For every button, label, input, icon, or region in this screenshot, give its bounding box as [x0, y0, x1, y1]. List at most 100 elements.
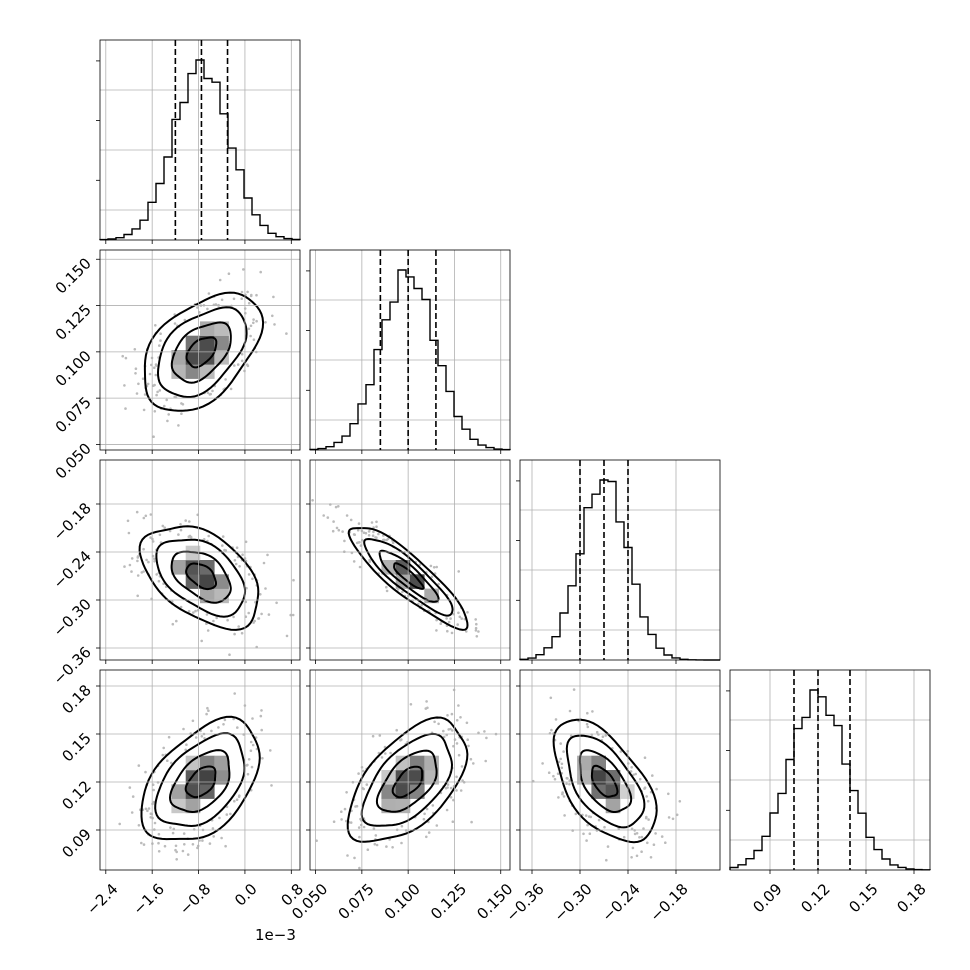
- sample-point: [130, 811, 134, 814]
- sample-point: [291, 613, 295, 617]
- sample-point: [425, 807, 429, 811]
- sample-point: [180, 412, 183, 416]
- sample-point: [422, 817, 426, 821]
- contour-level-1: [578, 749, 633, 813]
- sample-point: [174, 844, 178, 848]
- sample-point: [187, 535, 191, 538]
- sample-point: [134, 372, 137, 375]
- sample-point: [147, 560, 150, 564]
- sample-point: [191, 843, 195, 846]
- sample-point: [148, 372, 152, 376]
- sample-point: [210, 729, 213, 733]
- sample-point: [370, 521, 374, 524]
- sample-point: [458, 615, 462, 619]
- sample-point: [442, 735, 446, 739]
- sample-point: [183, 318, 187, 322]
- sample-point: [163, 404, 166, 408]
- sample-point: [157, 579, 161, 583]
- sample-point: [246, 363, 249, 367]
- sample-point: [206, 391, 210, 395]
- sample-point: [152, 435, 155, 439]
- sample-point: [643, 787, 646, 790]
- joint-panel-3-0-frame: [99, 669, 301, 871]
- sample-point: [142, 843, 146, 846]
- sample-point: [459, 789, 463, 792]
- sample-point: [257, 617, 261, 620]
- sample-point: [635, 854, 639, 858]
- sample-point: [425, 835, 428, 839]
- sample-point: [252, 321, 255, 325]
- y-tick-label: −0.30: [50, 595, 95, 640]
- sample-point: [222, 723, 225, 726]
- sample-point: [459, 716, 462, 719]
- marginal-panel-0-frame: [99, 39, 301, 241]
- sample-point: [646, 799, 650, 803]
- sample-point: [385, 538, 389, 542]
- sample-point: [645, 815, 648, 819]
- sample-point: [638, 777, 642, 781]
- x-tick-label: −1.6: [129, 880, 167, 918]
- density-cell: [214, 335, 229, 351]
- sample-point: [240, 631, 244, 635]
- sample-point: [208, 842, 212, 845]
- sample-point: [651, 774, 654, 777]
- sample-point: [643, 756, 647, 759]
- sample-point: [159, 339, 162, 342]
- sample-point: [622, 835, 626, 839]
- sample-point: [118, 822, 121, 826]
- x-tick-label: 0.125: [427, 880, 470, 923]
- sample-point: [446, 783, 450, 786]
- sample-point: [142, 516, 146, 520]
- sample-point: [484, 759, 488, 763]
- sample-point: [430, 575, 434, 579]
- density-cell: [410, 784, 425, 799]
- sample-point: [565, 776, 569, 780]
- sample-point: [238, 565, 241, 568]
- sample-point: [144, 514, 148, 518]
- sample-point: [367, 534, 371, 537]
- sample-point: [455, 789, 458, 792]
- sample-point: [375, 525, 378, 528]
- marginal-histograms-layer: [99, 40, 931, 871]
- sample-point: [675, 813, 679, 817]
- sample-point: [133, 348, 137, 351]
- sample-point: [345, 791, 348, 794]
- sample-point: [127, 531, 131, 535]
- sample-point: [267, 613, 271, 616]
- sample-point: [449, 796, 453, 799]
- sample-point: [275, 601, 278, 605]
- sample-point: [167, 413, 170, 416]
- sample-point: [399, 739, 402, 742]
- density-cell: [214, 574, 229, 589]
- sample-point: [597, 818, 601, 822]
- sample-point: [357, 541, 360, 544]
- sample-point: [632, 773, 635, 777]
- joint-panel-2-0-frame: [99, 459, 301, 661]
- marginal-panel-1-frame: [309, 249, 511, 451]
- sample-point: [574, 812, 578, 816]
- sample-point: [460, 765, 464, 768]
- sample-point: [374, 834, 378, 837]
- sample-point: [630, 827, 634, 831]
- density-cell: [395, 755, 411, 771]
- sample-point: [253, 619, 256, 623]
- sample-point: [638, 836, 641, 839]
- sample-point: [237, 625, 240, 628]
- sample-point: [167, 735, 171, 739]
- sample-point: [196, 846, 199, 850]
- density-cell: [577, 770, 592, 785]
- y-tick-label: 0.15: [58, 729, 94, 765]
- marginal-histogram-1: [309, 269, 511, 451]
- sample-point: [469, 757, 473, 761]
- sample-point: [153, 821, 157, 825]
- sample-point: [401, 590, 404, 594]
- contour-level-3: [143, 291, 265, 412]
- sample-point: [605, 858, 608, 862]
- sample-point: [136, 556, 140, 559]
- sample-point: [243, 369, 246, 373]
- sample-point: [159, 332, 162, 336]
- sample-point: [177, 533, 180, 536]
- sample-point: [156, 390, 159, 394]
- sample-point: [311, 499, 314, 502]
